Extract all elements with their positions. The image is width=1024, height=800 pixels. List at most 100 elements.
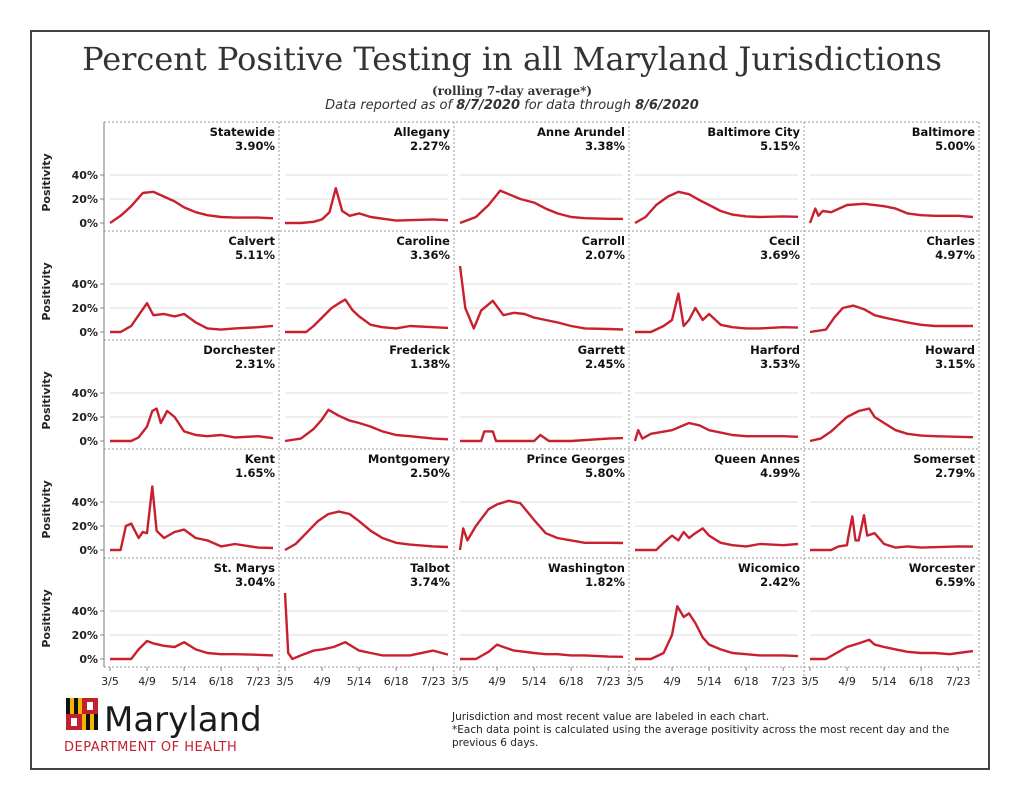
series-latest-value: 2.50% [410, 466, 450, 480]
series-line-garrett [460, 430, 624, 443]
series-line-cecil [635, 292, 799, 334]
series-latest-value: 1.82% [585, 575, 625, 589]
y-tick-label: 40% [72, 605, 98, 618]
footnote-average: *Each data point is calculated using the… [452, 724, 950, 749]
y-tick-label: 0% [79, 435, 98, 448]
subtitle-report-date: Data reported as of 8/7/2020 for data th… [0, 98, 1024, 113]
series-name-label: Dorchester [203, 343, 275, 357]
series-line-howard [809, 407, 974, 443]
footnotes: Jurisdiction and most recent value are l… [452, 711, 972, 750]
y-tick-label: 40% [72, 169, 98, 182]
series-line-montgomery [284, 510, 449, 552]
series-line-worcester [810, 638, 974, 661]
series-name-label: Charles [926, 234, 975, 248]
x-tick-label: 3/5 [626, 675, 644, 688]
x-tick-label: 7/23 [946, 675, 971, 688]
y-tick-label: 40% [72, 278, 98, 291]
x-tick-label: 3/5 [101, 675, 119, 688]
series-line-kent [110, 485, 274, 552]
series-latest-value: 3.69% [760, 248, 800, 262]
series-name-label: Washington [548, 561, 625, 575]
subtitle-rolling-average: (rolling 7-day average*) [431, 84, 593, 98]
series-name-label: Statewide [210, 125, 276, 139]
series-line-talbot [283, 592, 449, 661]
series-latest-value: 2.27% [410, 139, 450, 153]
series-line-queen-annes [635, 527, 799, 552]
y-axis-label: Positivity [40, 480, 53, 538]
series-name-label: Howard [925, 343, 975, 357]
page-frame [30, 30, 990, 770]
x-tick-label: 4/9 [138, 675, 156, 688]
series-latest-value: 2.31% [235, 357, 275, 371]
y-tick-label: 40% [72, 387, 98, 400]
series-name-label: Prince Georges [526, 452, 625, 466]
series-line-st-marys [110, 639, 274, 661]
series-latest-value: 3.38% [585, 139, 625, 153]
series-name-label: Carroll [582, 234, 625, 248]
series-latest-value: 3.04% [235, 575, 275, 589]
y-axis-label: Positivity [40, 371, 53, 429]
x-tick-label: 5/14 [347, 675, 372, 688]
series-name-label: Anne Arundel [537, 125, 625, 139]
series-latest-value: 3.53% [760, 357, 800, 371]
series-name-label: St. Marys [214, 561, 276, 575]
series-line-harford [633, 421, 799, 442]
x-tick-label: 7/23 [771, 675, 796, 688]
series-latest-value: 5.00% [935, 139, 975, 153]
y-tick-label: 40% [72, 496, 98, 509]
x-tick-label: 6/18 [909, 675, 934, 688]
series-latest-value: 3.36% [410, 248, 450, 262]
series-name-label: Worcester [909, 561, 976, 575]
series-latest-value: 6.59% [935, 575, 975, 589]
series-name-label: Calvert [228, 234, 275, 248]
x-tick-label: 4/9 [838, 675, 856, 688]
series-line-statewide [109, 190, 274, 224]
series-latest-value: 1.38% [410, 357, 450, 371]
x-tick-label: 3/5 [276, 675, 294, 688]
x-tick-label: 6/18 [734, 675, 759, 688]
series-name-label: Queen Annes [714, 452, 800, 466]
x-tick-label: 5/14 [872, 675, 897, 688]
y-tick-label: 20% [72, 193, 98, 206]
series-latest-value: 2.79% [935, 466, 975, 480]
x-tick-label: 5/14 [172, 675, 197, 688]
series-latest-value: 5.80% [585, 466, 625, 480]
series-latest-value: 2.45% [585, 357, 625, 371]
x-tick-label: 3/5 [451, 675, 469, 688]
series-name-label: Caroline [396, 234, 450, 248]
series-line-calvert [110, 302, 274, 334]
logo-wordmark: Maryland [104, 700, 262, 740]
series-latest-value: 4.97% [935, 248, 975, 262]
series-line-wicomico [635, 605, 799, 661]
x-tick-label: 4/9 [663, 675, 681, 688]
series-line-baltimore-city [634, 190, 799, 225]
y-axis-label: Positivity [40, 153, 53, 211]
y-tick-label: 20% [72, 629, 98, 642]
series-name-label: Wicomico [738, 561, 800, 575]
y-tick-label: 0% [79, 217, 98, 230]
series-latest-value: 1.65% [235, 466, 275, 480]
y-axis-label: Positivity [40, 262, 53, 320]
y-tick-label: 0% [79, 544, 98, 557]
series-name-label: Harford [750, 343, 800, 357]
series-name-label: Somerset [913, 452, 975, 466]
series-name-label: Cecil [769, 234, 800, 248]
series-latest-value: 2.42% [760, 575, 800, 589]
series-name-label: Baltimore City [707, 125, 800, 139]
series-line-prince-georges [458, 499, 624, 551]
series-line-dorchester [110, 407, 274, 443]
series-line-anne-arundel [459, 189, 624, 225]
x-tick-label: 7/23 [421, 675, 446, 688]
y-tick-label: 20% [72, 302, 98, 315]
logo-department: DEPARTMENT OF HEALTH [64, 740, 238, 755]
footnote-labels: Jurisdiction and most recent value are l… [452, 711, 770, 723]
series-name-label: Garrett [578, 343, 626, 357]
series-line-somerset [810, 514, 974, 552]
y-axis-label: Positivity [40, 589, 53, 647]
y-tick-label: 0% [79, 653, 98, 666]
x-tick-label: 4/9 [313, 675, 331, 688]
series-latest-value: 2.07% [585, 248, 625, 262]
report-date: 8/7/2020 [456, 98, 521, 113]
x-tick-label: 5/14 [522, 675, 547, 688]
series-name-label: Baltimore [912, 125, 975, 139]
